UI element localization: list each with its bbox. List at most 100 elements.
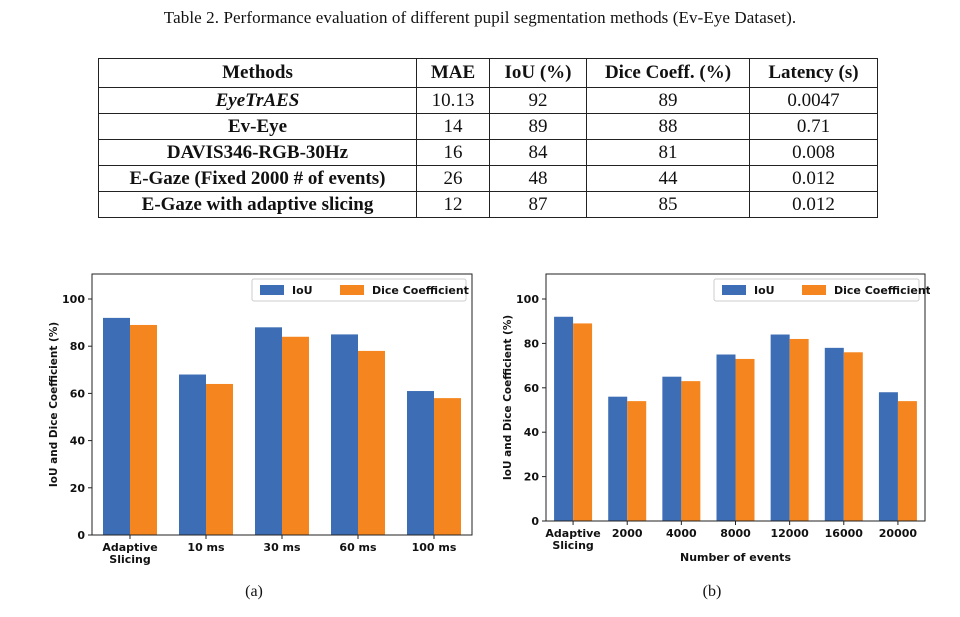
y-tick-label: 0 [531,515,539,528]
y-tick-label: 80 [70,340,86,353]
bar-iou-2 [662,376,682,521]
x-tick-label: 4000 [666,527,697,540]
row-latency: 0.0047 [749,87,878,114]
table-row: E-Gaze (Fixed 2000 # of events) 26 48 44… [98,165,878,192]
y-tick-label: 60 [70,387,86,400]
bar-dice-2 [681,381,701,521]
x-tick-label: 8000 [720,527,751,540]
y-tick-label: 20 [70,482,86,495]
bar-iou-3 [331,334,358,535]
bar-iou-0 [554,316,574,521]
bar-dice-3 [735,358,755,521]
y-tick-label: 40 [70,435,86,448]
bar-dice-0 [130,324,157,535]
bar-dice-2 [282,336,309,535]
legend-swatch-dice [340,285,364,295]
legend: IoU Dice Coefficient [251,278,469,302]
performance-table: Methods MAE IoU (%) Dice Coeff. (%) Late… [98,58,878,218]
bar-iou-5 [824,347,844,521]
x-tick-label: 12000 [771,527,810,540]
header-methods: Methods [98,58,417,88]
y-tick-label: 100 [62,293,85,306]
header-mae: MAE [416,58,490,88]
y-tick-label: 60 [524,382,540,395]
bar-iou-4 [407,391,434,535]
row-latency: 0.012 [749,191,878,218]
x-tick-label: Slicing [109,553,150,566]
chart-a: 0 20 40 60 80 100 Adaptive Slicing 10 ms 30 ms 60 … [40,262,480,572]
row-mae: 14 [416,113,490,140]
x-tick-label: Adaptive [545,527,600,540]
row-latency: 0.012 [749,165,878,192]
row-method: DAVIS346-RGB-30Hz [98,139,417,166]
x-tick-label: 20000 [879,527,918,540]
y-axis-label: IoU and Dice Coefficient (%) [502,315,514,480]
legend-swatch-dice [802,285,826,295]
row-dice: 89 [586,87,750,114]
bar-iou-3 [716,354,736,521]
row-method: Ev-Eye [98,113,417,140]
bar-dice-5 [843,352,863,521]
row-dice: 88 [586,113,750,140]
row-iou: 89 [489,113,587,140]
bar-dice-4 [434,398,461,535]
bar-iou-6 [878,392,898,521]
x-tick-label: Adaptive [102,541,157,554]
row-latency: 0.008 [749,139,878,166]
bar-dice-6 [897,401,917,521]
chart-b: 0 20 40 60 80 100 Adaptive Slicing 2000 4000 8000 1… [500,262,931,572]
row-method: E-Gaze (Fixed 2000 # of events) [98,165,417,192]
row-method: EyeTrAES [98,87,417,114]
row-dice: 81 [586,139,750,166]
x-tick-label: 30 ms [263,541,301,554]
bar-dice-1 [206,383,233,535]
row-iou: 84 [489,139,587,166]
bar-dice-1 [627,401,647,521]
bar-iou-1 [608,396,628,521]
y-tick-label: 20 [524,471,540,484]
row-dice: 44 [586,165,750,192]
table-row: EyeTrAES 10.13 92 89 0.0047 [98,87,878,114]
bar-iou-2 [255,327,282,535]
row-mae: 12 [416,191,490,218]
row-mae: 10.13 [416,87,490,114]
header-latency: Latency (s) [749,58,878,88]
y-axis-label: IoU and Dice Coefficient (%) [48,322,60,487]
subfigure-label-b: (b) [702,583,722,600]
table-header-row: Methods MAE IoU (%) Dice Coeff. (%) Late… [98,58,878,88]
y-tick-label: 0 [77,529,85,542]
legend-label-iou: IoU [754,284,775,297]
legend-label-iou: IoU [292,284,313,297]
x-tick-label: 60 ms [339,541,377,554]
bar-iou-0 [103,317,130,535]
bar-iou-1 [179,374,206,535]
y-tick-label: 80 [524,337,540,350]
table-row: Ev-Eye 14 89 88 0.71 [98,113,878,140]
table-row: E-Gaze with adaptive slicing 12 87 85 0.… [98,191,878,218]
header-dice: Dice Coeff. (%) [586,58,750,88]
legend-label-dice: Dice Coefficient [834,284,930,297]
row-mae: 16 [416,139,490,166]
legend: IoU Dice Coefficient [713,278,931,302]
y-tick-label: 100 [516,293,539,306]
bar-iou-4 [770,334,790,521]
table-row: DAVIS346-RGB-30Hz 16 84 81 0.008 [98,139,878,166]
row-dice: 85 [586,191,750,218]
subfigure-label-a: (a) [245,583,263,600]
x-tick-label: 100 ms [412,541,457,554]
table-caption: Table 2. Performance evaluation of diffe… [163,8,797,27]
header-iou: IoU (%) [489,58,587,88]
x-tick-label: Slicing [552,539,593,552]
row-iou: 92 [489,87,587,114]
x-tick-label: 10 ms [187,541,225,554]
bar-dice-4 [789,338,809,521]
row-mae: 26 [416,165,490,192]
row-iou: 87 [489,191,587,218]
x-tick-label: 16000 [825,527,864,540]
legend-swatch-iou [260,285,284,295]
y-tick-label: 40 [524,426,540,439]
bar-dice-0 [573,323,593,521]
row-latency: 0.71 [749,113,878,140]
